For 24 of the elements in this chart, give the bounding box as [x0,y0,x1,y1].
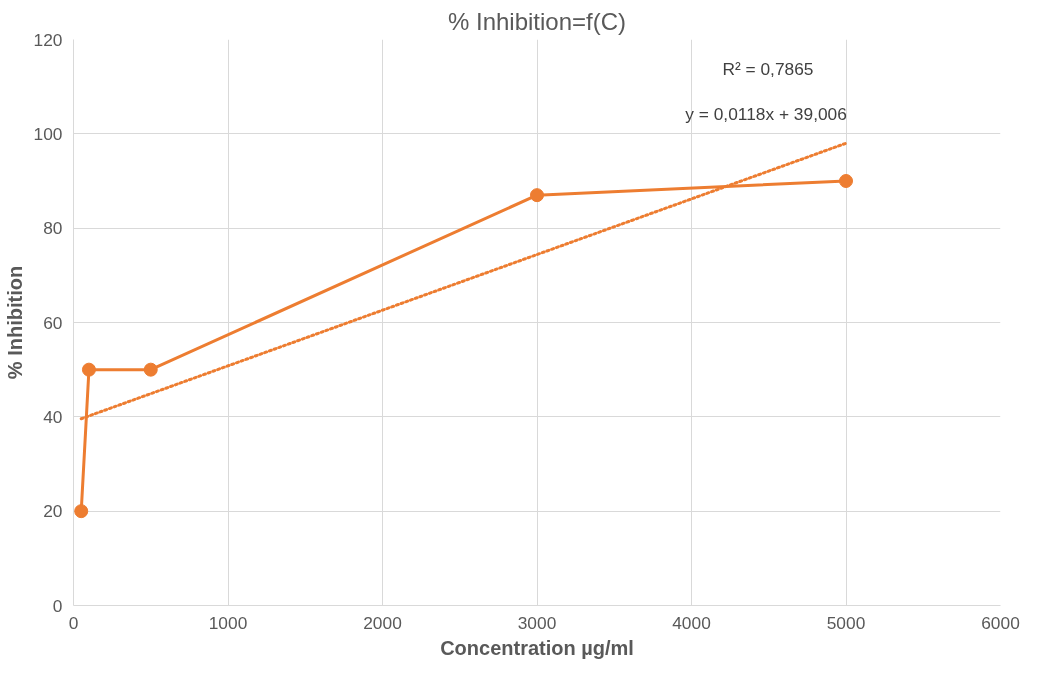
y-tick-label: 60 [43,312,63,333]
point [81,362,96,377]
x-axis-title: Concentration µg/ml [440,636,634,659]
x-tick-label: 0 [68,612,79,633]
x-tick-label: 4000 [672,612,711,633]
x-tick-label: 6000 [981,612,1020,633]
x-tick-label: 5000 [826,612,866,633]
x-tick-label: 1000 [208,612,248,633]
annotation: R² = 0,7865 [722,59,814,80]
annotation: y = 0,0118x + 39,006 [685,104,847,125]
y-tick-label: 20 [43,501,63,522]
point [143,362,158,377]
x-tick-label: 3000 [517,612,557,633]
point [839,174,853,188]
x-tick-label: 2000 [363,612,402,633]
point [74,504,89,519]
y-tick-label: 80 [43,218,63,239]
y-tick-label: 100 [33,123,63,144]
y-axis-title: % Inhibition [3,265,26,380]
point [530,188,544,203]
y-tick-label: 40 [43,406,63,427]
y-tick-label: 120 [33,29,63,50]
chart-title: % Inhibition=f(C) [447,7,627,35]
y-tick-label: 0 [52,595,63,616]
